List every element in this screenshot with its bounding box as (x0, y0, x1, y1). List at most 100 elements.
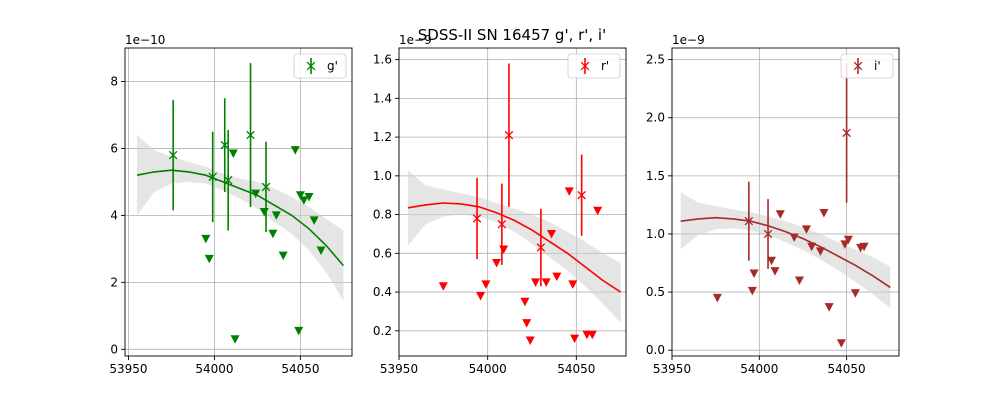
upper-limit-marker (295, 191, 305, 200)
detection-marker (246, 130, 255, 140)
axes-frame (671, 47, 900, 357)
legend: g' (293, 53, 347, 79)
detection-marker (536, 243, 546, 252)
upper-limit-marker (859, 242, 869, 252)
y-tick-label: 0.0 (646, 343, 665, 357)
legend-box (293, 53, 347, 79)
upper-limit-marker (840, 240, 850, 249)
fit-line (680, 216, 891, 289)
y-offset-text: 1e−10 (125, 33, 165, 47)
upper-limit-marker (564, 187, 574, 196)
y-tick-label: 1.0 (373, 169, 392, 183)
upper-limit-marker (570, 334, 580, 344)
upper-limit-marker (568, 280, 578, 289)
y-tick-label: 0.5 (646, 285, 665, 299)
detection-marker (763, 229, 773, 239)
x-tick-label: 53950 (653, 362, 691, 376)
upper-limit-marker (525, 336, 535, 346)
y-tick-label: 0.8 (373, 208, 392, 222)
detection-marker (223, 175, 233, 185)
upper-limit-marker (547, 229, 557, 239)
upper-limit-marker (587, 330, 597, 340)
upper-limit-marker (712, 293, 722, 303)
x-tick-label: 54000 (469, 362, 507, 376)
upper-limit-marker (522, 319, 532, 328)
x-tick-label: 53950 (380, 362, 418, 376)
y-offset-text: 1e−9 (399, 33, 432, 47)
x-tick-label: 54050 (557, 362, 595, 376)
y-tick-label: 1.6 (373, 53, 392, 67)
upper-limit-marker (767, 256, 777, 266)
upper-limit-marker (438, 282, 448, 291)
legend-label: r' (601, 59, 609, 73)
upper-limit-marker (770, 267, 780, 276)
legend-label: i' (874, 59, 881, 73)
detection-marker (577, 190, 586, 200)
detection-marker (497, 220, 507, 229)
detection-marker (208, 172, 217, 182)
legend-marker (580, 61, 590, 71)
x-tick-label: 54000 (740, 362, 778, 376)
upper-limit-marker (794, 276, 804, 285)
confidence-band (680, 192, 891, 309)
legend: r' (567, 53, 621, 79)
upper-limit-marker (278, 251, 288, 261)
upper-limit-marker (290, 146, 300, 155)
upper-limit-marker (593, 206, 603, 216)
axes-frame (398, 47, 627, 357)
upper-limit-marker (271, 211, 281, 220)
x-tick-label: 54000 (195, 362, 233, 376)
upper-limit-marker (824, 303, 834, 312)
upper-limit-marker (747, 286, 757, 296)
upper-limit-marker (268, 229, 278, 239)
plot-area (407, 63, 622, 346)
upper-limit-marker (294, 326, 304, 336)
upper-limit-marker (836, 339, 846, 348)
panel-1: 53950 54000 54050 0 2 4 6 8 1e−10 g' (109, 33, 353, 376)
upper-limit-marker (251, 189, 261, 199)
upper-limit-marker (843, 235, 853, 245)
y-tick-label: 1.4 (373, 91, 392, 105)
legend-marker (306, 61, 316, 71)
upper-limit-marker (552, 272, 562, 282)
upper-limit-marker (520, 297, 530, 307)
upper-limit-marker (775, 210, 785, 219)
fit-line (407, 202, 622, 293)
detection-marker (261, 182, 271, 192)
y-tick-label: 1.2 (373, 130, 392, 144)
upper-limit-marker (476, 291, 486, 301)
y-tick-label: 4 (110, 208, 118, 222)
upper-limit-marker (541, 278, 551, 287)
upper-limit-marker (801, 225, 811, 234)
legend-box (840, 53, 894, 79)
upper-limit-marker (531, 278, 541, 287)
y-tick-label: 0.2 (373, 324, 392, 338)
plot-area (680, 63, 891, 348)
y-tick-label: 6 (110, 141, 118, 155)
y-tick-label: 0.6 (373, 246, 392, 260)
upper-limit-marker (204, 254, 214, 264)
upper-limit-marker (228, 149, 238, 158)
axes-frame (124, 47, 353, 357)
detection-marker (744, 216, 754, 226)
panel-3: 53950 54000 54050 0.0 0.5 1.0 1.5 2.0 2.5 1e−9 i' (646, 33, 900, 376)
y-tick-label: 0.4 (373, 285, 392, 299)
confidence-band (407, 170, 621, 324)
upper-limit-marker (749, 269, 759, 278)
upper-limit-marker (201, 234, 211, 244)
legend: i' (840, 53, 894, 79)
upper-limit-marker (299, 196, 309, 205)
x-tick-label: 54050 (828, 362, 866, 376)
legend-label: g' (327, 59, 338, 73)
detection-marker (220, 140, 230, 150)
detection-marker (472, 214, 482, 223)
y-tick-label: 2.5 (646, 53, 665, 67)
y-offset-text: 1e−9 (672, 33, 705, 47)
figure-title: SDSS-II SN 16457 g', r', i' (418, 26, 606, 44)
panel-2: 53950 54000 54050 0.2 0.4 0.6 0.8 1.0 1.2 1.4 1.6 1… (373, 33, 627, 376)
x-tick-label: 54050 (281, 362, 319, 376)
upper-limit-marker (819, 209, 829, 218)
plot-area (136, 63, 345, 344)
detection-marker (842, 128, 851, 138)
x-tick-label: 53950 (109, 362, 147, 376)
